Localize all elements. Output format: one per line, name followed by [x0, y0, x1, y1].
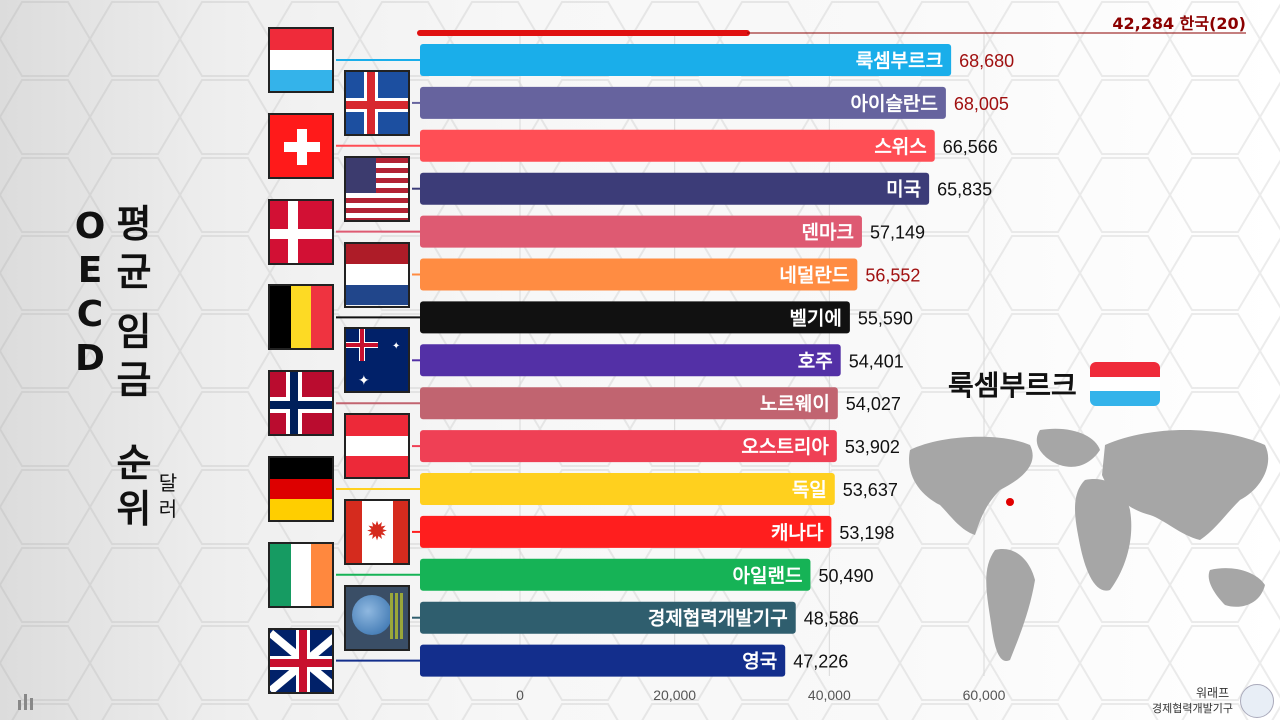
usa-flag — [344, 155, 410, 222]
bar-category-label: 아일랜드 — [733, 565, 803, 587]
reference-label: 42,284 한국(20) — [1112, 14, 1246, 33]
bar-category-label: 캐나다 — [771, 522, 824, 544]
x-tick-label: 20,000 — [653, 687, 696, 703]
bar-value-label: 53,637 — [843, 480, 898, 500]
bar-value-label: 54,401 — [849, 351, 904, 371]
bar-category-label: 미국 — [886, 179, 921, 201]
bar-value-label: 65,835 — [937, 180, 992, 200]
bar-category-label: 스위스 — [874, 136, 926, 158]
bar-value-label: 55,590 — [858, 308, 913, 328]
bar-value-label: 54,027 — [846, 394, 901, 414]
netherlands-flag — [344, 241, 410, 308]
bar-value-label: 53,902 — [845, 437, 900, 457]
bar — [420, 558, 811, 591]
canada-flag: ✹ — [344, 498, 410, 565]
bar-category-label: 독일 — [792, 479, 827, 501]
credit-line1: 워래프 — [1196, 686, 1230, 700]
luxembourg-marker — [1006, 498, 1014, 506]
credit-line2: 경제협력개발기구 — [1152, 702, 1233, 715]
x-tick-label: 0 — [516, 687, 524, 703]
iceland-flag — [344, 69, 410, 136]
bar — [420, 430, 837, 463]
bar-value-label: 53,198 — [839, 523, 894, 543]
bar-category-label: 노르웨이 — [760, 393, 830, 415]
highlight-country-label: 룩셈부르크 — [948, 369, 1077, 402]
bar — [420, 86, 946, 119]
bar — [420, 215, 862, 248]
x-tick-label: 60,000 — [963, 687, 1006, 703]
bar-category-label: 덴마크 — [801, 222, 853, 244]
bar-category-label: 경제협력개발기구 — [648, 608, 788, 630]
bar-value-label: 66,566 — [943, 137, 998, 157]
switzerland-flag — [268, 112, 334, 179]
uk-flag — [268, 627, 334, 694]
bar — [420, 129, 935, 162]
bar-category-label: 아이슬란드 — [850, 93, 937, 115]
bar-value-label: 56,552 — [865, 266, 920, 286]
australia-flag: ✦ ✦ — [344, 327, 410, 394]
norway-flag — [268, 370, 334, 437]
bar — [420, 473, 835, 505]
world-map — [909, 428, 1269, 661]
germany-flag — [268, 456, 334, 522]
bar-value-label: 68,680 — [959, 51, 1014, 71]
austria-flag — [344, 413, 410, 480]
bar — [420, 515, 832, 548]
bar — [420, 258, 858, 291]
bar — [420, 172, 930, 205]
ireland-flag — [268, 541, 334, 608]
bar-value-label: 47,226 — [793, 652, 848, 672]
bar-category-label: 벨기에 — [789, 307, 841, 329]
bar-value-label: 48,586 — [804, 609, 859, 629]
bar — [420, 387, 838, 420]
bar-category-label: 호주 — [798, 350, 833, 372]
bar-category-label: 네덜란드 — [779, 265, 849, 287]
bar-category-label: 룩셈부르크 — [856, 50, 943, 72]
channel-logo — [1240, 684, 1274, 718]
x-tick-label: 40,000 — [808, 687, 851, 703]
bar — [420, 301, 850, 334]
bar — [420, 344, 841, 377]
bar-category-label: 영국 — [742, 651, 777, 673]
luxembourg-flag-icon — [1090, 362, 1160, 406]
luxembourg-flag — [268, 27, 334, 93]
bar — [420, 601, 796, 634]
bar-value-label: 57,149 — [870, 223, 925, 243]
bar-category-label: 오스트리아 — [741, 436, 829, 458]
belgium-flag — [268, 284, 334, 351]
bar-value-label: 50,490 — [818, 566, 873, 586]
oecd-logo — [344, 584, 410, 651]
chart-icon — [16, 690, 38, 716]
bar-value-label: 68,005 — [954, 94, 1009, 114]
denmark-flag — [268, 198, 334, 265]
bar — [420, 644, 786, 677]
bar — [420, 44, 952, 76]
